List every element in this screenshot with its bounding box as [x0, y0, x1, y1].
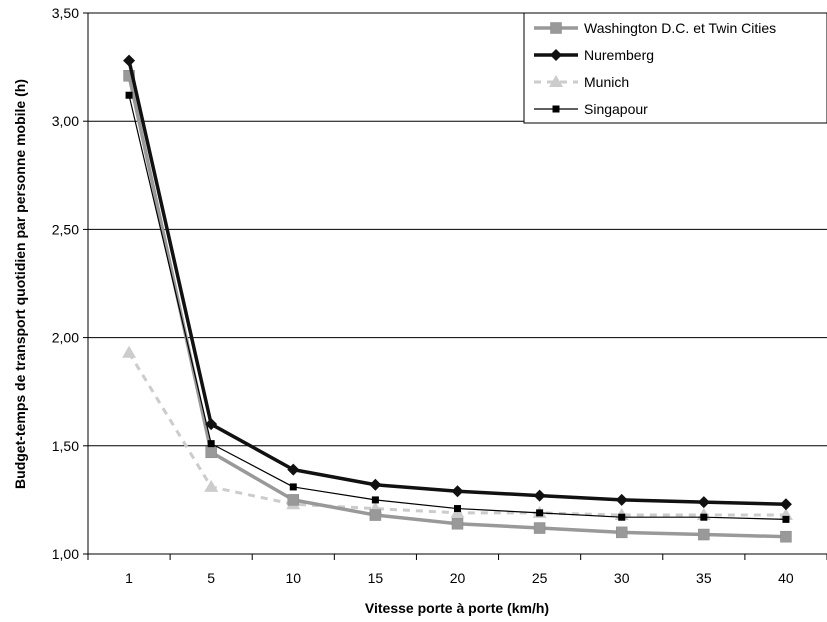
plot-area: [122, 54, 793, 543]
singapour-point: [454, 505, 461, 513]
washington-d-c-et-twin-cities-point: [533, 522, 546, 534]
nuremberg-point: [205, 418, 218, 431]
legend-label: Munich: [584, 74, 629, 90]
singapour-point: [782, 515, 790, 523]
nuremberg-point: [779, 498, 792, 511]
washington-d-c-et-twin-cities-point: [369, 509, 382, 521]
nuremberg-point: [533, 489, 546, 502]
series-washington-d-c-et-twin-cities: [123, 70, 792, 543]
munich-point: [122, 345, 137, 358]
legend-label: Singapour: [584, 101, 648, 117]
series-line-singapour: [128, 95, 786, 520]
series-line-nuremberg: [127, 60, 786, 506]
x-tick-label: 40: [778, 570, 794, 586]
y-tick-label: 2,50: [52, 221, 79, 237]
legend-item-nuremberg: Nuremberg: [534, 47, 654, 63]
x-axis-title: Vitesse porte à porte (km/h): [365, 600, 549, 616]
y-tick-label: 1,50: [52, 438, 79, 454]
y-tick-label: 1,00: [52, 546, 79, 562]
x-tick-label: 20: [450, 570, 466, 586]
x-tick-label: 15: [368, 570, 384, 586]
nuremberg-point: [369, 478, 382, 491]
legend: Washington D.C. et Twin Cities Nuremberg M…: [523, 12, 827, 124]
nuremberg-point: [615, 493, 628, 506]
nuremberg-point: [451, 485, 464, 498]
washington-d-c-et-twin-cities-point: [698, 528, 710, 541]
munich-point: [204, 479, 219, 492]
x-tick-label: 35: [696, 570, 712, 586]
washington-d-c-et-twin-cities-point: [615, 526, 628, 539]
legend-munich-point: [549, 75, 563, 87]
nuremberg-point: [697, 496, 710, 509]
x-tick-label: 1: [125, 570, 133, 586]
washington-d-c-et-twin-cities-point: [780, 530, 792, 543]
washington-d-c-et-twin-cities-point: [123, 70, 135, 82]
singapour-point: [700, 513, 708, 521]
axes: [87, 13, 827, 555]
x-tick-label: 5: [207, 570, 215, 586]
y-tick-label: 2,00: [52, 330, 79, 346]
y-tick-label: 3,50: [52, 5, 79, 21]
legend-washington-d-c-et-twin-cities-point: [550, 22, 562, 34]
singapour-point: [371, 496, 379, 504]
legend-label: Washington D.C. et Twin Cities: [584, 20, 776, 36]
singapour-point: [207, 440, 215, 448]
x-tick-label: 25: [532, 570, 548, 586]
singapour-point: [289, 483, 297, 491]
series-singapour: [125, 91, 790, 523]
series-nuremberg: [123, 54, 792, 511]
y-axis-title: Budget-temps de transport quotidien par …: [12, 79, 28, 489]
y-tick-label: 3,00: [52, 113, 79, 129]
washington-d-c-et-twin-cities-point: [451, 517, 464, 530]
washington-d-c-et-twin-cities-point: [205, 446, 217, 459]
singapour-point: [125, 91, 133, 99]
singapour-point: [618, 513, 626, 521]
nuremberg-point: [287, 463, 300, 476]
legend-item-washington-d-c-et-twin-cities: Washington D.C. et Twin Cities: [534, 20, 776, 36]
legend-singapour-point: [552, 105, 560, 113]
x-tick-label: 10: [285, 570, 301, 586]
legend-nuremberg-point: [550, 49, 562, 61]
legend-label: Nuremberg: [584, 47, 654, 63]
nuremberg-point: [123, 54, 136, 67]
x-axis-ticks: 1 5 10 15 20 25 30 35 40: [87, 554, 827, 586]
legend-item-singapour: Singapour: [534, 101, 648, 117]
legend-box: [523, 12, 827, 124]
singapour-point: [536, 509, 544, 517]
x-tick-label: 30: [614, 570, 630, 586]
washington-d-c-et-twin-cities-point: [287, 494, 300, 506]
series-line-washington-d-c-et-twin-cities: [127, 75, 786, 539]
legend-item-munich: Munich: [534, 74, 629, 90]
y-axis-ticks: 1,00 1,50 2,00 2,50 3,00 3,50: [52, 5, 88, 562]
